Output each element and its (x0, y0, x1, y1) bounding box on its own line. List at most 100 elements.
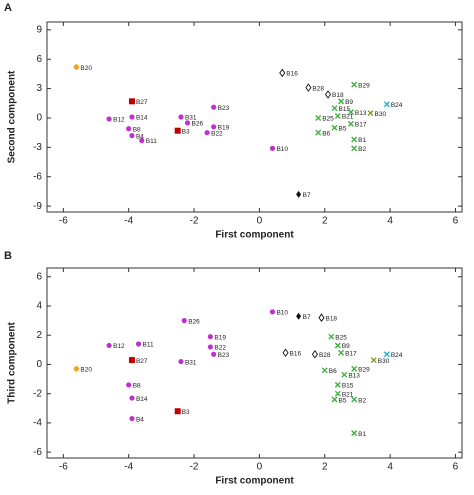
x-tick-label: 0 (257, 216, 263, 227)
point (318, 313, 325, 322)
point-label: B5 (339, 125, 347, 132)
x-tick-label: 2 (322, 462, 328, 473)
point-label: B3 (182, 409, 190, 416)
point-label: B24 (391, 102, 403, 109)
y-tick-label: -2 (33, 388, 42, 399)
y-tick-label: 2 (36, 330, 42, 341)
point (383, 351, 390, 358)
point-label: B17 (355, 122, 367, 129)
point-label: B16 (290, 350, 302, 357)
y-tick-label: -4 (33, 418, 42, 429)
x-tick-label: -6 (59, 462, 68, 473)
point-label: B11 (142, 342, 153, 349)
point-label: B13 (348, 372, 360, 379)
point (279, 68, 286, 78)
point (204, 130, 210, 136)
point (282, 348, 289, 358)
point (126, 126, 132, 132)
point-label: B4 (136, 133, 144, 140)
point-label: B30 (378, 358, 390, 365)
point-label: B26 (192, 121, 204, 128)
point-label: B11 (146, 138, 157, 145)
point (334, 381, 341, 388)
point-label: B25 (335, 334, 347, 341)
point-label: B23 (218, 352, 230, 359)
point-label: B27 (136, 358, 148, 365)
point (334, 113, 341, 120)
point-label: B15 (342, 383, 354, 390)
point (129, 415, 135, 422)
point-label: B26 (188, 318, 200, 325)
y-tick-label: -6 (33, 447, 42, 458)
point (181, 318, 187, 324)
point (211, 124, 217, 130)
point (184, 120, 191, 126)
x-tick-label: 0 (257, 462, 263, 473)
point-label: B31 (185, 115, 197, 122)
x-tick-label: 4 (387, 462, 393, 473)
point-label: B14 (136, 396, 148, 403)
point-label: B6 (329, 368, 337, 375)
point (129, 395, 135, 401)
point-label: B1 (358, 137, 366, 144)
point (328, 333, 335, 340)
point-label: B12 (113, 343, 125, 350)
point-label: B15 (339, 106, 351, 113)
point-label: B27 (136, 99, 148, 106)
point (351, 396, 358, 403)
point-label: B9 (345, 99, 353, 106)
y-tick-label: 0 (36, 113, 42, 124)
point (296, 312, 302, 320)
point (207, 334, 213, 340)
point-label: B29 (358, 367, 370, 374)
point (296, 190, 302, 198)
point-label: B10 (276, 146, 288, 153)
point-label: B31 (185, 359, 197, 366)
x-tick-label: 6 (453, 462, 459, 473)
point-label: B19 (218, 125, 230, 132)
point (338, 98, 345, 105)
y-tick-label: 6 (36, 271, 42, 282)
point (311, 349, 319, 359)
point-label: B18 (332, 92, 344, 99)
panel-label: A (4, 2, 12, 14)
x-tick-label: 4 (387, 216, 393, 227)
point-label: B7 (303, 314, 311, 321)
point-label: B30 (375, 111, 387, 118)
point-label: B10 (276, 310, 288, 317)
point (331, 105, 338, 112)
point (207, 344, 213, 350)
point-label: B25 (322, 116, 334, 123)
point (178, 358, 184, 365)
x-tick-label: -2 (190, 216, 199, 227)
x-axis-label: First component (215, 476, 294, 487)
x-tick-label: -2 (190, 462, 199, 473)
point-label: B28 (312, 85, 324, 92)
point-label: B9 (342, 343, 350, 350)
point (211, 104, 217, 110)
panel-label: B (4, 250, 12, 262)
point-label: B19 (214, 334, 226, 341)
point (315, 114, 322, 121)
point-label: B24 (391, 352, 403, 359)
point-label: B7 (303, 192, 311, 199)
plot-frame (46, 21, 463, 213)
point (129, 133, 135, 139)
point-label: B6 (322, 130, 330, 137)
point (351, 365, 358, 372)
point (128, 98, 135, 105)
point-label: B4 (136, 416, 144, 423)
point (321, 367, 328, 374)
y-tick-label: 0 (36, 359, 42, 370)
point (128, 357, 135, 364)
x-axis-label: First component (215, 230, 294, 241)
point (139, 137, 145, 144)
point-label: B21 (342, 391, 354, 398)
y-tick-label: 6 (36, 54, 42, 65)
point-label: B2 (358, 146, 366, 153)
point (347, 109, 354, 116)
point-label: B23 (218, 105, 230, 112)
point (211, 351, 217, 357)
plot-frame (46, 267, 463, 459)
